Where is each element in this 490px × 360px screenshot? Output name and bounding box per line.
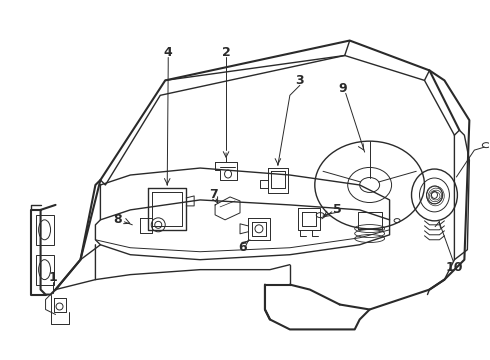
Text: 2: 2 (221, 46, 230, 59)
Text: 7: 7 (209, 188, 218, 202)
Text: 8: 8 (113, 213, 122, 226)
Text: 3: 3 (295, 74, 304, 87)
Bar (36, 215, 53, 245)
Text: 5: 5 (333, 203, 342, 216)
Text: 6: 6 (239, 241, 247, 254)
Text: 10: 10 (445, 261, 463, 274)
Text: 1: 1 (48, 271, 57, 284)
Text: 9: 9 (339, 82, 347, 95)
Text: 4: 4 (164, 46, 172, 59)
Bar (36, 255, 53, 285)
